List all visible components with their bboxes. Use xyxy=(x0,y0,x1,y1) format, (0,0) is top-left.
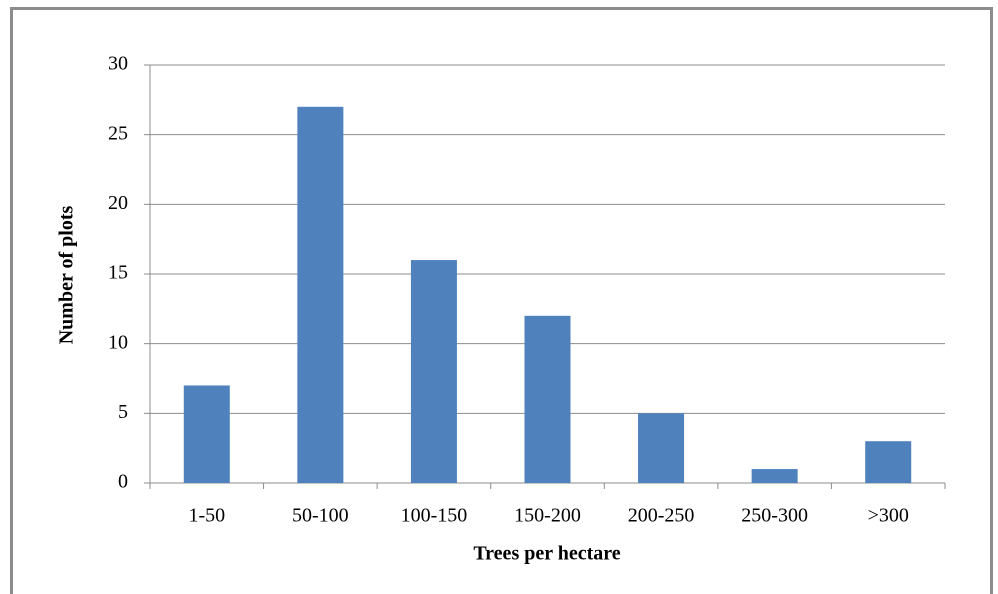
x-tick-label: 200-250 xyxy=(628,505,695,527)
y-tick-label: 5 xyxy=(118,401,128,423)
x-tick-label: >300 xyxy=(868,505,909,527)
y-tick-label: 15 xyxy=(108,262,128,284)
bar xyxy=(524,315,571,483)
y-tick-label: 0 xyxy=(118,471,128,493)
y-tick-label: 20 xyxy=(108,192,128,214)
bar xyxy=(638,413,685,483)
frame xyxy=(10,7,993,594)
x-tick-label: 100-150 xyxy=(401,505,468,527)
bar xyxy=(865,441,912,483)
y-tick-label: 30 xyxy=(108,53,128,75)
bar xyxy=(410,260,457,483)
x-axis-title: Trees per hectare xyxy=(473,543,620,565)
y-tick-label: 25 xyxy=(108,122,128,144)
y-axis-title: Number of plots xyxy=(56,206,78,345)
y-tick-label: 10 xyxy=(108,331,128,353)
x-tick-label: 250-300 xyxy=(741,505,808,527)
x-tick-label: 1-50 xyxy=(188,505,225,527)
x-tick-label: 50-100 xyxy=(292,505,349,527)
x-tick-label: 150-200 xyxy=(514,505,581,527)
bar xyxy=(751,469,798,483)
bar xyxy=(297,106,344,484)
bar xyxy=(183,385,230,483)
